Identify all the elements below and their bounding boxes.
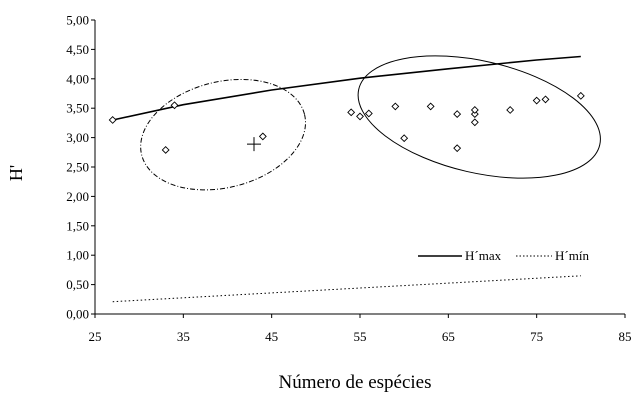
y-axis-title: H' — [6, 165, 26, 181]
legend-hmin-label: H´mín — [555, 248, 589, 263]
y-tick-label: 4,50 — [66, 42, 89, 57]
data-point-diamond — [400, 134, 409, 143]
hmin-line — [112, 275, 581, 303]
data-point-diamond — [453, 144, 462, 153]
y-tick-label: 3,00 — [66, 130, 89, 145]
data-point-diamond — [426, 102, 435, 111]
hmax-line — [112, 55, 581, 121]
y-tick-label: 0,00 — [66, 307, 89, 322]
legend-hmax-label: H´max — [465, 248, 502, 263]
y-tick-label: 0,50 — [66, 277, 89, 292]
data-point-diamond — [391, 102, 400, 111]
group-ellipse-right — [357, 55, 601, 179]
data-point-diamond — [356, 112, 364, 121]
x-axis-title: Número de espécies — [279, 372, 432, 393]
x-tick-label: 45 — [265, 329, 278, 344]
data-point-diamond — [453, 110, 462, 119]
data-point-diamond — [258, 132, 267, 141]
data-point-diamond — [161, 146, 170, 154]
data-point-diamond — [576, 91, 585, 100]
data-point-diamond — [532, 96, 541, 105]
data-point-diamond — [470, 118, 479, 127]
x-tick-label: 65 — [442, 329, 455, 344]
x-tick-label: 55 — [354, 329, 367, 344]
x-tick-label: 35 — [177, 329, 190, 344]
y-tick-label: 2,00 — [66, 189, 89, 204]
y-tick-label: 1,50 — [66, 218, 89, 233]
group-ellipse-left — [140, 78, 307, 191]
data-point-diamond — [541, 95, 550, 104]
data-point-diamond — [470, 106, 479, 114]
data-point-plus — [247, 137, 261, 152]
x-tick-label: 85 — [619, 329, 632, 344]
data-point-diamond — [108, 116, 117, 124]
plot-area: 0,00 0,50 1,00 1,50 2,00 2,50 3,00 3,50 4,00 4,50… — [66, 13, 631, 345]
x-tick-label: 25 — [89, 329, 102, 344]
y-tick-label: 3,50 — [66, 101, 89, 116]
data-point-diamond — [364, 109, 373, 118]
y-tick-label: 2,50 — [66, 160, 89, 175]
legend: H´max H´mín — [418, 248, 589, 263]
y-tick-label: 5,00 — [66, 13, 89, 28]
y-tick-label: 1,00 — [66, 248, 89, 263]
data-point-diamond — [347, 108, 356, 117]
y-tick-label: 4,00 — [66, 71, 89, 86]
data-point-diamond — [170, 101, 179, 110]
data-point-diamond — [506, 106, 515, 114]
x-tick-label: 75 — [530, 329, 543, 344]
data-point-diamond — [470, 110, 479, 119]
